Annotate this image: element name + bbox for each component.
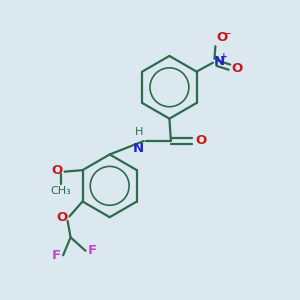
Text: O: O bbox=[216, 31, 227, 44]
Text: N: N bbox=[214, 55, 225, 68]
Text: CH₃: CH₃ bbox=[50, 186, 71, 196]
Text: H: H bbox=[135, 128, 143, 137]
Text: +: + bbox=[220, 52, 227, 61]
Text: N: N bbox=[133, 142, 144, 155]
Text: O: O bbox=[56, 211, 68, 224]
Text: F: F bbox=[87, 244, 96, 257]
Text: −: − bbox=[222, 27, 232, 40]
Text: O: O bbox=[51, 164, 62, 177]
Text: O: O bbox=[195, 134, 206, 147]
Text: F: F bbox=[52, 249, 61, 262]
Text: O: O bbox=[232, 62, 243, 75]
